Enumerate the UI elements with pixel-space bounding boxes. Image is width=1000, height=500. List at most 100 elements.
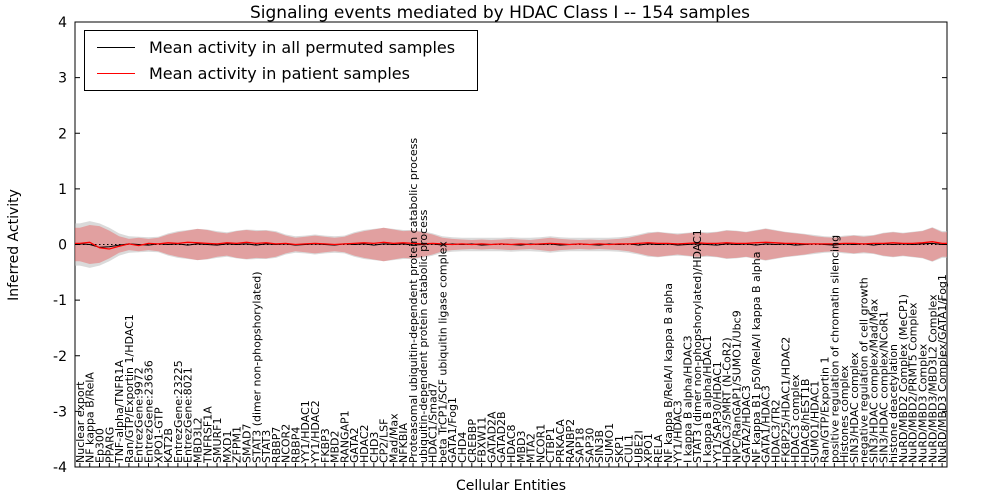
x-tick-label: STAT3 (dimer non-phopshorylated)	[250, 272, 263, 464]
patient-mean-line	[75, 241, 947, 250]
x-tick-label: Ep300	[93, 428, 106, 463]
x-tick-label: SIN3/HDAC complex	[848, 352, 861, 463]
x-tick-label: histone deacetylation	[887, 344, 900, 463]
x-tick-label: GATA1/Fog1	[446, 397, 459, 463]
x-tick-label: PRKACA	[554, 419, 567, 463]
x-tick-label: NPC/RanGAP1/SUMO1/Ubc9	[730, 310, 743, 463]
x-tick-label: KAT2B	[162, 428, 175, 463]
x-tick-label: SIN3/HDAC complex/NCoR1	[877, 311, 890, 463]
x-tick-label: NuRD/MBD3 Complex	[917, 343, 930, 463]
x-tick-label: Nuclear export	[74, 381, 87, 463]
x-tick-label: SAP30	[583, 428, 596, 463]
x-tick-label: Mad/Max	[387, 413, 400, 463]
y-tick-label: 1	[58, 182, 67, 198]
x-tick-label: RANBP2	[564, 419, 577, 463]
x-tick-label: HDAC3/TR2	[770, 399, 783, 463]
x-tick-label: TNFRSF1A	[201, 406, 214, 464]
x-tick-label: STAT3	[260, 430, 273, 463]
y-tick-label: -2	[53, 349, 67, 365]
x-tick-label: HDAC2	[358, 424, 371, 463]
x-tick-label: HDAC3/SMRT (N-CoR2)	[721, 337, 734, 463]
x-tick-label: I kappa B alpha/HDAC3	[681, 335, 694, 463]
y-tick-label: 2	[58, 126, 67, 142]
x-tick-label: SUMO1	[603, 423, 616, 463]
x-tick-label: FBXW11	[476, 417, 489, 463]
x-tick-label: NF kappa B1 p50/RelA/I kappa B alpha	[750, 252, 763, 464]
x-tick-label: positive regulation of chromatin silenci…	[828, 235, 841, 463]
x-tick-label: SUMO1/HDAC1	[809, 381, 822, 463]
x-tick-label: CREBBP	[466, 419, 479, 463]
x-tick-label: HDAC3 complex	[789, 374, 802, 463]
x-tick-label: STAT3 (dimer non-phopshorylated)/HDAC1	[691, 229, 704, 463]
x-tick-label: YY1/HDAC2	[309, 400, 322, 464]
x-tick-label: MBD3L2	[191, 417, 204, 463]
legend-label-permuted: Mean activity in all permuted samples	[149, 38, 456, 57]
x-tick-label: NuRD/MBD3/MBD3L2 Complex	[926, 294, 939, 463]
y-tick-label: 0	[58, 238, 67, 254]
x-tick-label: CTBP1	[544, 427, 557, 463]
x-tick-label: MBD3	[515, 430, 528, 463]
x-tick-label: MTA2	[525, 433, 538, 463]
x-tick-label: Ran/GTP/Exportin 1/HDAC1	[123, 314, 136, 463]
x-tick-label: CUL1	[623, 434, 636, 463]
x-tick-label: YY1/HDAC3	[672, 400, 685, 464]
x-tick-label: Proteasomal ubiquitin-dependent protein …	[407, 138, 420, 463]
x-tick-label: CP2/LSF	[378, 419, 391, 463]
x-tick-label: ZFPM1	[231, 426, 244, 463]
x-tick-label: CHD4	[456, 432, 469, 463]
x-tick-label: NCOR1	[534, 424, 547, 463]
x-tick-label: RBBP7	[270, 427, 283, 463]
x-tick-label: CHD3	[368, 432, 381, 463]
x-tick-label: EntrezGene:9972	[133, 367, 146, 463]
x-tick-label: HDAC1/Smad7	[427, 382, 440, 463]
x-tick-label: MXD1	[221, 431, 234, 464]
x-tick-label: SKP1	[613, 435, 626, 463]
x-tick-label: NuRD/MBD2 Complex (MeCP1)	[897, 294, 910, 463]
x-tick-label: GATAD2A	[485, 411, 498, 463]
x-tick-label: SMAD7	[240, 424, 253, 463]
x-tick-label: YY1/SAP30/HDAC1	[711, 361, 724, 464]
y-tick-label: 3	[58, 71, 67, 87]
x-tick-label: RANGAP1	[338, 410, 351, 463]
x-tick-label: SMURF1	[211, 418, 224, 464]
x-tick-label: TNF-alpha/TNFR1A	[113, 360, 126, 464]
x-tick-label: FKBP25/HDAC1/HDAC2	[779, 337, 792, 463]
y-tick-label: 4	[58, 15, 67, 31]
x-tick-label: RBBP4	[289, 427, 302, 463]
x-tick-label: XPO1	[642, 433, 655, 463]
x-tick-label: I kappa B alpha/HDAC1	[701, 335, 714, 463]
x-axis-label: Cellular Entities	[455, 478, 567, 494]
x-tick-label: UBE2I	[632, 430, 645, 463]
x-tick-label: beta TrCP1/SCF ubiquitin ligase complex	[436, 241, 449, 463]
x-tick-label: NuRD/MBD3 Complex/GATA1/Fog1	[936, 274, 949, 463]
x-tick-label: GATA2/HDAC3	[740, 385, 753, 463]
legend-label-patient: Mean activity in patient samples	[149, 64, 410, 83]
chart-title: Signaling events mediated by HDAC Class …	[249, 3, 751, 23]
x-tick-label: MBD2	[329, 430, 342, 463]
legend-item-patient: Mean activity in patient samples	[97, 64, 455, 83]
x-tick-label: EntrezGene:8021	[182, 367, 195, 463]
permuted-line-icon	[97, 47, 135, 48]
x-tick-label: NuRD/MBD2/PRMT5 Complex	[907, 302, 920, 463]
x-tick-label: Ran/GTP/Exportin 1	[819, 356, 832, 463]
legend: Mean activity in all permuted samples Me…	[84, 30, 479, 91]
x-tick-label: HDAC8	[505, 424, 518, 463]
x-tick-label: ubiquitin-dependent protein catabolic pr…	[417, 209, 430, 463]
x-tick-label: GATA2	[348, 427, 361, 463]
x-tick-label: PPARG	[103, 427, 116, 463]
x-tick-label: NCOR2	[280, 424, 293, 463]
x-tick-label: YY1/HDAC1	[299, 400, 312, 464]
x-tick-label: Histones complex	[838, 365, 851, 463]
x-tick-label: SIN3/HDAC complex/Mad/Max	[868, 298, 881, 463]
x-tick-label: GATAD2B	[495, 411, 508, 463]
x-tick-label: SAP18	[574, 428, 587, 463]
patient-line-icon	[97, 73, 135, 74]
x-tick-label: XPO1-GTP	[152, 407, 165, 463]
x-tick-label: SIN3B	[593, 430, 606, 463]
x-tick-label: EntrezGene:23225	[172, 360, 185, 463]
x-tick-label: negative regulation of cell growth	[858, 277, 871, 463]
x-tick-label: NFKBIA	[397, 422, 410, 463]
x-tick-label: NF kappa B/RelA	[84, 372, 97, 463]
